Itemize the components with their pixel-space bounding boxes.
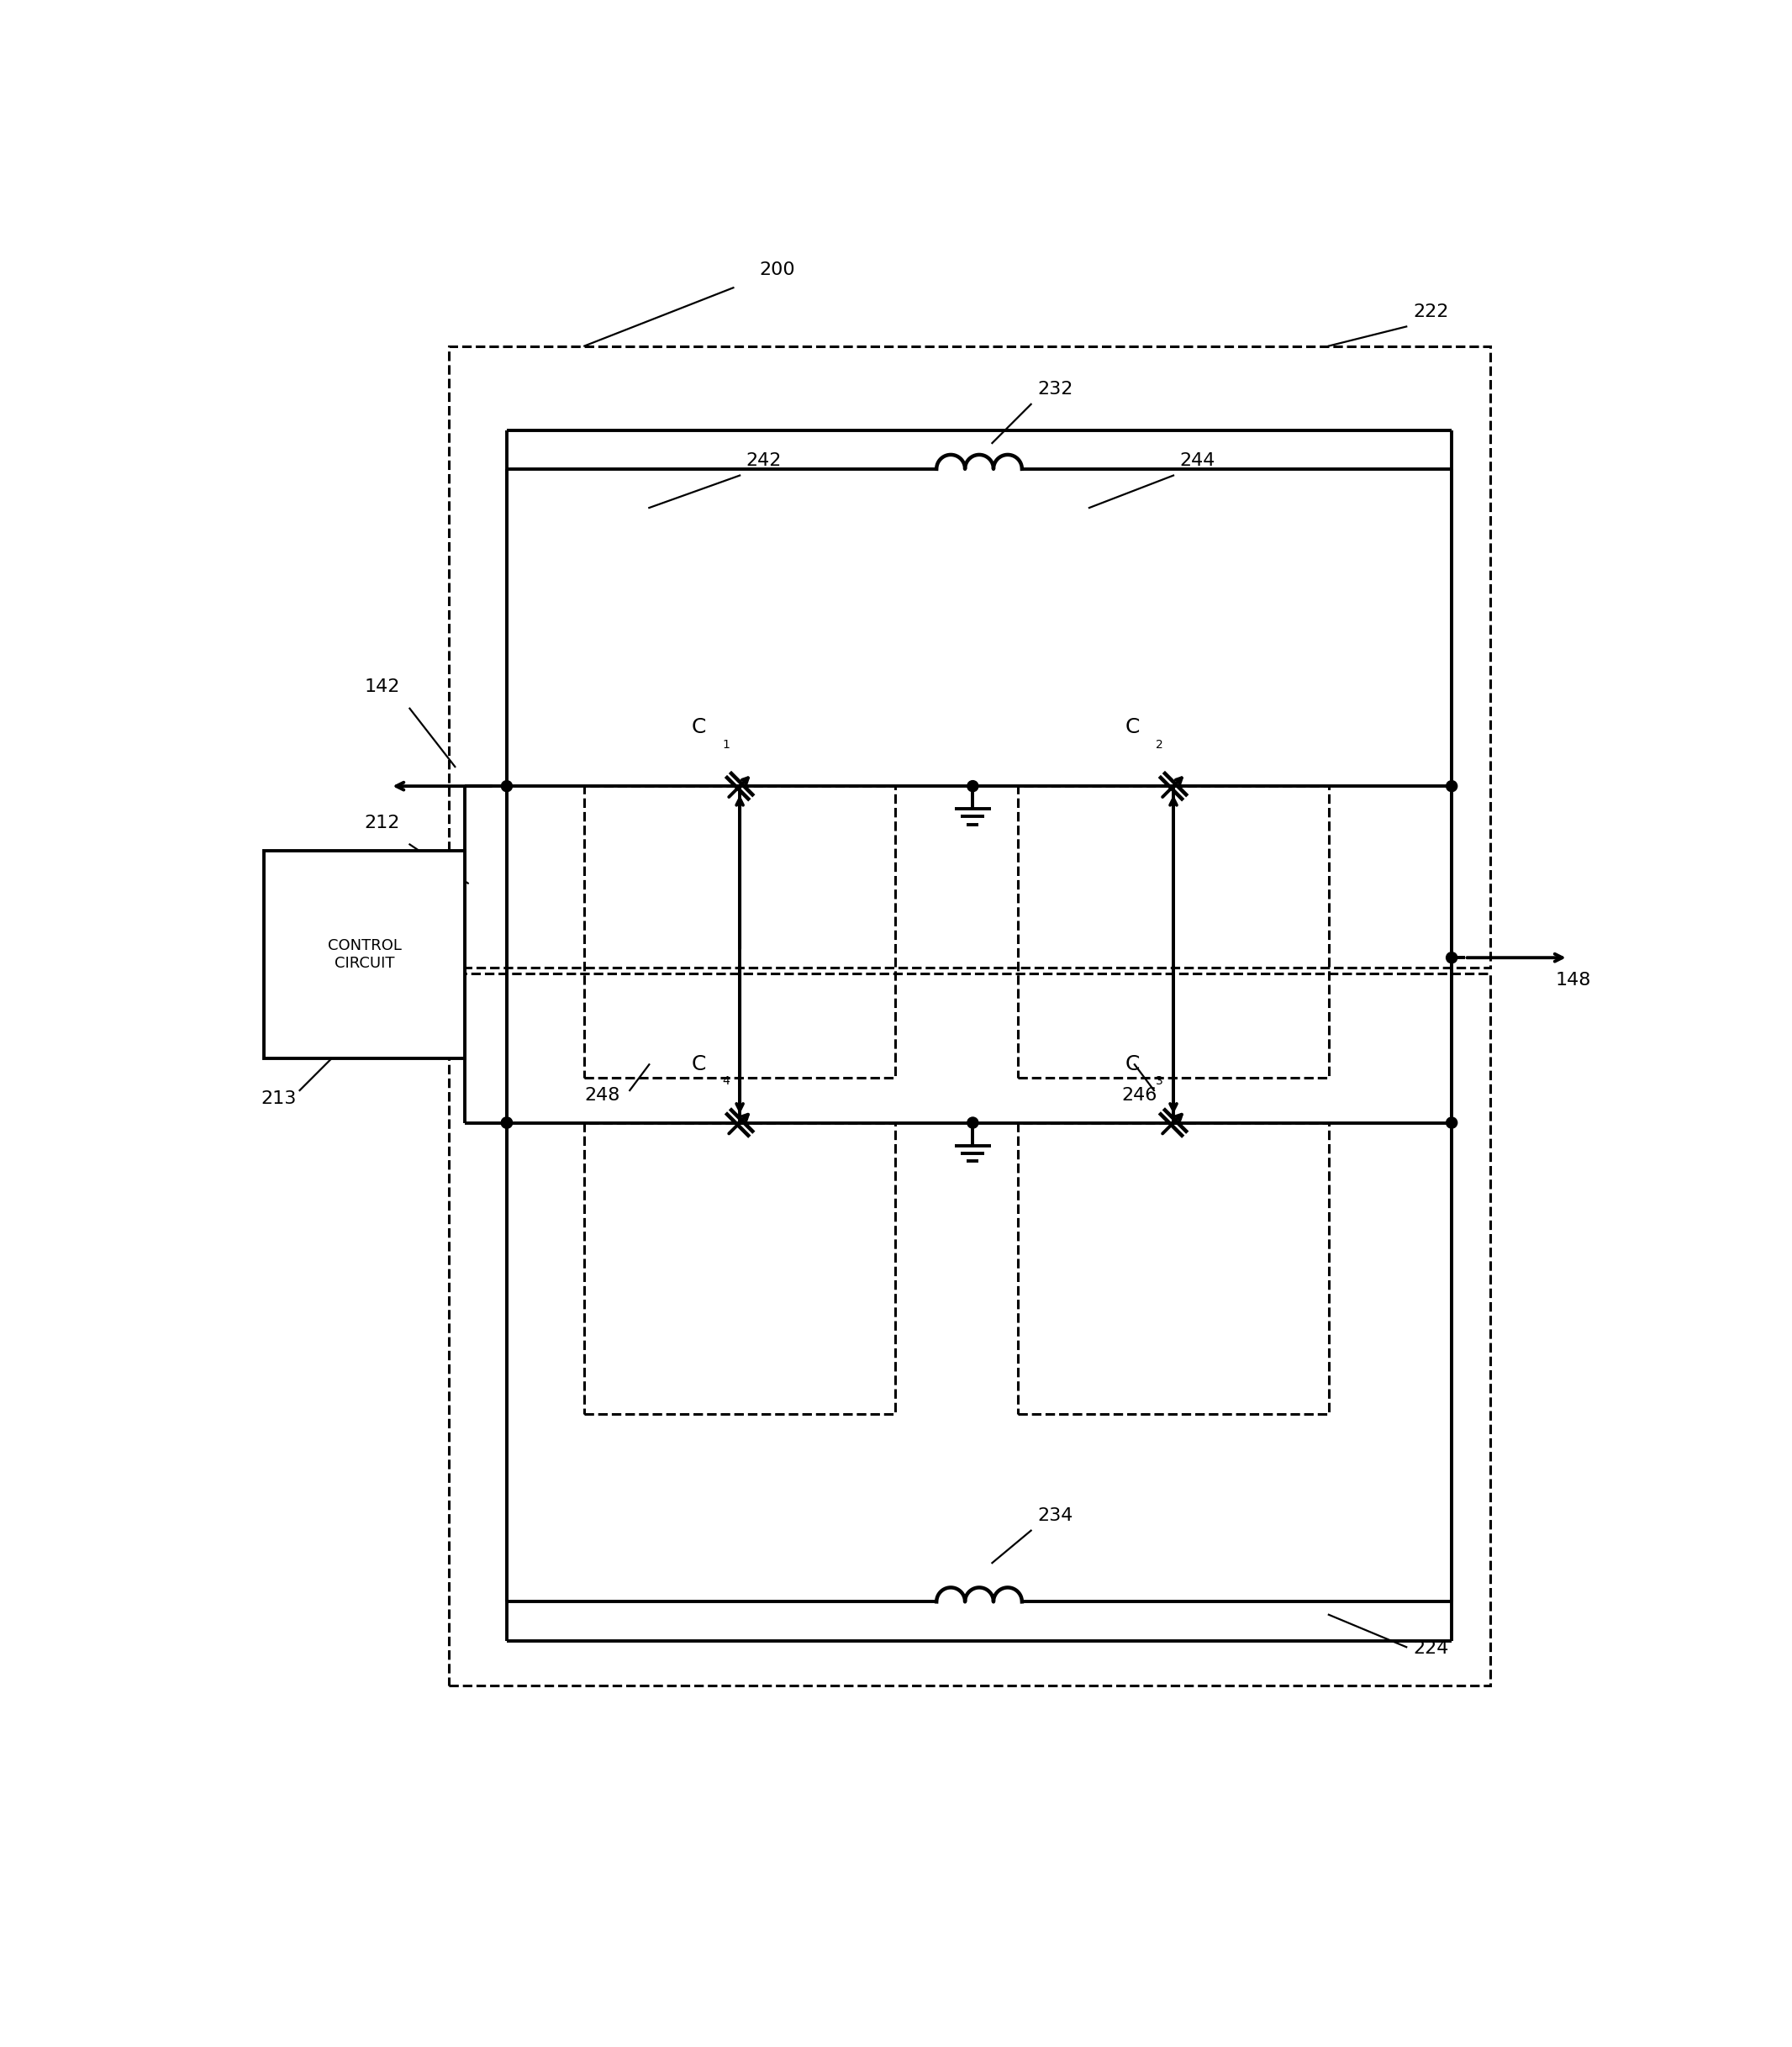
Circle shape (1446, 780, 1457, 792)
Text: 212: 212 (364, 815, 400, 831)
Bar (448, 346, 1491, 968)
Text: C: C (1125, 1054, 1140, 1075)
Text: C: C (1125, 716, 1140, 737)
Bar (584, 1122, 894, 1414)
Text: 200: 200 (760, 262, 796, 278)
Text: 242: 242 (745, 452, 781, 469)
Text: 232: 232 (1038, 381, 1073, 397)
Text: 142: 142 (364, 680, 400, 696)
Text: 246: 246 (1122, 1087, 1158, 1103)
Circle shape (1446, 1118, 1457, 1128)
Text: C: C (692, 1054, 706, 1075)
Bar (263, 852, 464, 1058)
Circle shape (502, 1118, 513, 1128)
Text: C: C (692, 716, 706, 737)
Text: 248: 248 (584, 1087, 620, 1103)
Bar (448, 974, 1491, 1687)
Circle shape (968, 1118, 978, 1128)
Text: 4: 4 (722, 1075, 729, 1087)
Text: 224: 224 (1412, 1640, 1448, 1656)
Text: 148: 148 (1555, 972, 1591, 989)
Circle shape (502, 780, 513, 792)
Bar (1018, 786, 1328, 1077)
Bar (1018, 1122, 1328, 1414)
Text: 244: 244 (1179, 452, 1215, 469)
Text: 234: 234 (1038, 1507, 1073, 1525)
Bar (584, 786, 894, 1077)
Text: 213: 213 (262, 1091, 296, 1107)
Text: 2: 2 (1156, 739, 1163, 751)
Text: 222: 222 (1412, 303, 1448, 319)
Circle shape (1446, 952, 1457, 964)
Circle shape (502, 1118, 513, 1128)
Circle shape (968, 780, 978, 792)
Text: CONTROL
CIRCUIT: CONTROL CIRCUIT (328, 938, 401, 970)
Text: 3: 3 (1156, 1075, 1163, 1087)
Text: 1: 1 (722, 739, 729, 751)
